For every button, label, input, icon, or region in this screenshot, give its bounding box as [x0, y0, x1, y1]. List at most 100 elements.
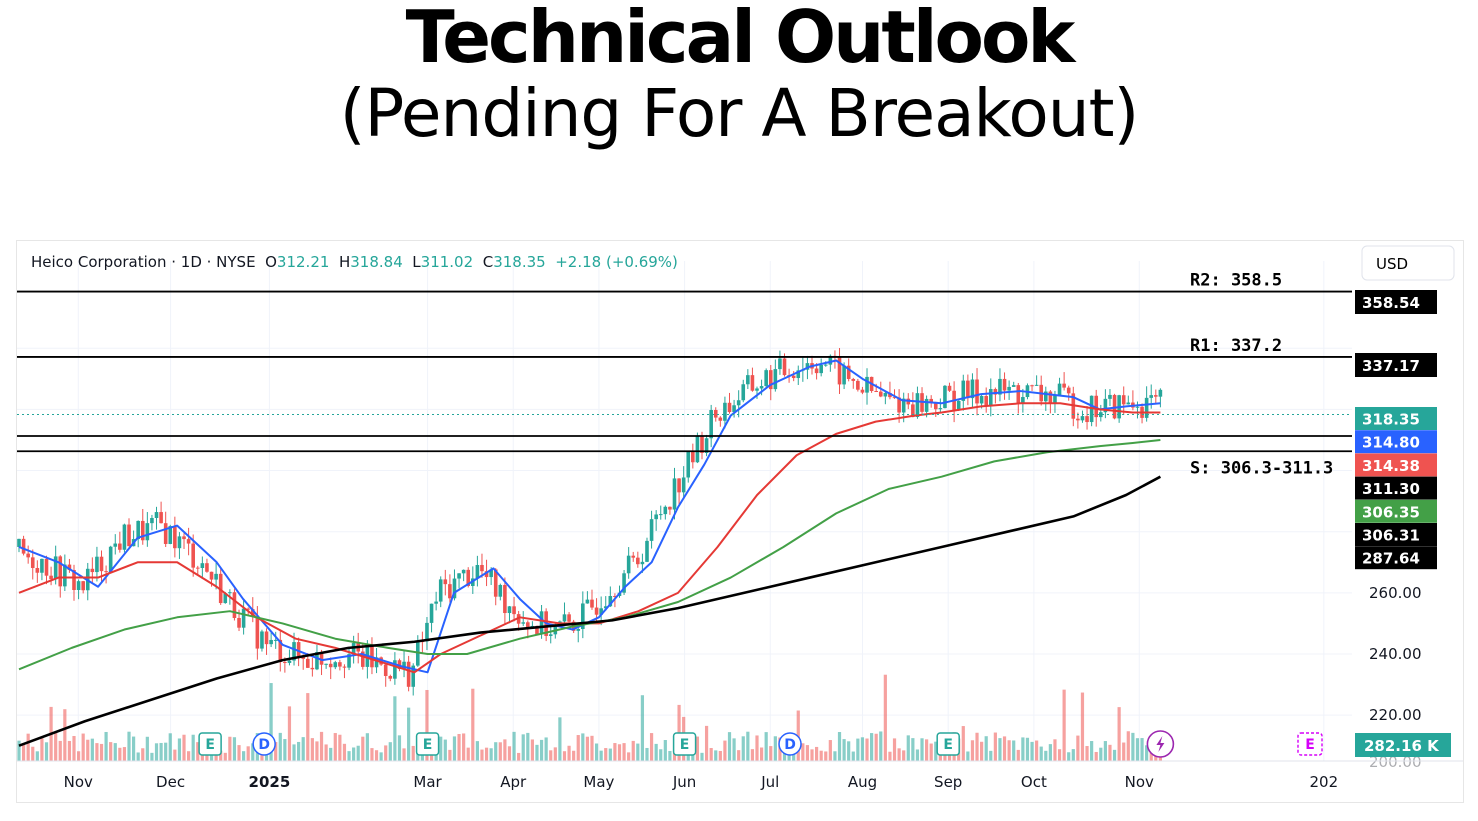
candle-body: [448, 584, 452, 599]
volume-bar: [1131, 732, 1135, 761]
volume-bar: [154, 743, 159, 761]
candle-body: [305, 658, 310, 668]
candle-body: [461, 569, 466, 574]
volume-bar: [622, 743, 626, 761]
x-tick-label: 2025: [249, 773, 291, 791]
volume-bar: [1062, 689, 1066, 761]
candle-body: [58, 556, 63, 587]
candle-body: [1016, 385, 1021, 403]
volume-bar: [113, 743, 117, 761]
volume-bar: [374, 750, 379, 761]
candle-body: [310, 667, 315, 670]
price-tag-box: [1355, 523, 1437, 546]
candle-body: [1108, 394, 1112, 399]
volume-bar: [393, 696, 397, 761]
price-chart[interactable]: R2: 358.5 R1: 337.2 S: 306.3-311.3 Heico Co…: [17, 241, 1463, 802]
y-tick-label: 260.00: [1369, 584, 1422, 602]
lightning-glyph: [1156, 736, 1165, 752]
candle-body: [535, 625, 539, 635]
candle-body: [40, 558, 44, 573]
volume-bar: [63, 709, 67, 761]
volume-bar: [929, 743, 933, 761]
volume-bar: [448, 749, 452, 761]
candle-body: [796, 370, 801, 379]
x-tick-label: Apr: [500, 773, 527, 791]
volume-bar: [1149, 750, 1153, 761]
volume-bar: [54, 731, 58, 761]
volume-bar: [127, 731, 131, 761]
chart-panel[interactable]: R2: 358.5 R1: 337.2 S: 306.3-311.3 Heico Co…: [16, 240, 1464, 803]
volume-bar: [452, 736, 457, 761]
y-tick-label: 220.00: [1369, 706, 1422, 724]
candle-body: [911, 404, 915, 417]
volume-bar: [1053, 739, 1057, 761]
candle-body: [209, 571, 214, 580]
volume-bar: [654, 743, 658, 761]
price-tag-box: [1355, 546, 1437, 570]
candle-body: [397, 660, 402, 670]
candle-body: [411, 665, 416, 687]
volume-bar: [21, 743, 26, 761]
level-label-R1: R1: 337.2: [1190, 336, 1282, 356]
ohlc-part: 318.84: [350, 253, 403, 271]
candle-body: [127, 524, 131, 547]
candle-body: [218, 573, 223, 604]
moving-average-line-3: [18, 438, 1161, 671]
volume-bar: [319, 731, 324, 761]
volume-bar: [402, 748, 406, 761]
ohlc-part: Heico Corporation · 1D · NYSE: [31, 253, 256, 271]
future-earnings-label: E: [1305, 737, 1315, 753]
candle-body: [718, 417, 723, 421]
volume-bar: [741, 736, 745, 761]
volume-bar: [315, 741, 319, 761]
volume-bar: [576, 735, 580, 761]
volume-bar: [837, 732, 842, 761]
volume-bar: [984, 736, 988, 761]
candle-body: [95, 556, 99, 573]
volume-bar: [173, 749, 177, 761]
currency-button[interactable]: USD: [1361, 245, 1455, 281]
volume-bar: [879, 731, 883, 761]
volume-bar: [645, 747, 649, 761]
candle-body: [333, 662, 338, 668]
candle-body: [512, 606, 516, 615]
volume-bar: [517, 752, 521, 761]
x-tick-label: Aug: [848, 773, 877, 791]
volume-bar: [709, 748, 713, 761]
candle-body: [498, 584, 503, 597]
candle-body: [173, 526, 177, 549]
volume-bar: [81, 733, 85, 761]
volume-bar: [384, 745, 388, 761]
candle-body: [686, 451, 691, 478]
volume-bar: [1044, 750, 1048, 761]
volume-bar: [196, 742, 200, 761]
volume-bar: [695, 736, 700, 761]
candle-body: [943, 385, 947, 409]
volume-bar: [99, 743, 104, 761]
ohlc-part: H: [339, 253, 350, 271]
candle-body: [837, 356, 842, 385]
candle-body: [938, 408, 943, 410]
candle-body: [250, 609, 255, 617]
volume-bar: [58, 740, 62, 761]
volume-bar: [549, 750, 553, 761]
volume-bar: [1099, 747, 1103, 761]
candle-body: [1080, 416, 1085, 421]
candle-body: [947, 385, 952, 391]
volume-bar: [292, 744, 296, 761]
ohlc-part: [329, 253, 339, 271]
candle-body: [475, 564, 480, 579]
volume-bar: [379, 752, 383, 761]
candle-body: [897, 397, 901, 413]
volume-bar: [191, 734, 195, 761]
candle-body: [452, 578, 457, 599]
moving-average-line-4: [18, 475, 1162, 747]
volume-bar: [663, 740, 667, 761]
candle-body: [668, 506, 672, 510]
volume-bar: [425, 689, 429, 761]
volume-bar: [1002, 736, 1007, 761]
candle-body: [154, 512, 159, 518]
volume-bar: [860, 737, 865, 761]
volume-bar: [1007, 740, 1011, 761]
candle-body: [232, 592, 237, 618]
